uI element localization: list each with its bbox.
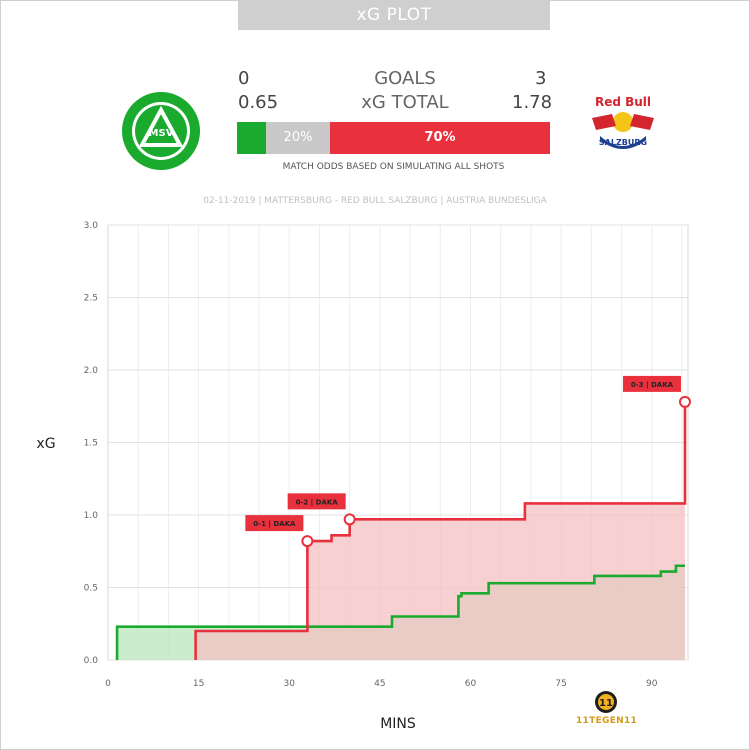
y-axis-title: xG <box>36 436 55 452</box>
x-tick-label: 15 <box>193 679 204 689</box>
goals-label: GOALS <box>374 68 436 89</box>
y-tick-label: 1.0 <box>84 511 99 521</box>
brand-wordmark: 11TEGEN11 <box>576 716 638 726</box>
mattersburg-logo: MSV <box>122 92 200 170</box>
odds-note: MATCH ODDS BASED ON SIMULATING ALL SHOTS <box>282 162 505 172</box>
y-tick-label: 0.0 <box>84 656 99 666</box>
match-subtitle: 02-11-2019 | MATTERSBURG - RED BULL SALZ… <box>203 196 547 206</box>
red-bull-salzburg-logo: Red Bull SALZBURG <box>592 95 654 149</box>
x-tick-label: 0 <box>105 679 111 689</box>
goal-marker-1 <box>343 513 356 526</box>
brand-badge-icon: 11 <box>595 691 617 713</box>
goal-label-2: 0-3 | DAKA <box>631 381 674 390</box>
series-line-0 <box>115 564 685 660</box>
away-logo-bottom-text: SALZBURG <box>599 138 647 147</box>
x-axis-title: MINS <box>380 716 416 732</box>
series-area-1 <box>195 401 685 660</box>
series-line-1 <box>194 401 687 660</box>
x-tick-label: 75 <box>555 679 566 689</box>
xg-total-label: xG TOTAL <box>361 92 449 113</box>
y-tick-label: 2.5 <box>84 294 98 304</box>
home-logo-initials: MSV <box>149 128 174 139</box>
page-title: xG PLOT <box>238 0 550 30</box>
goal-label-box-1 <box>287 493 346 510</box>
brand-badge-text: 11 <box>599 698 613 709</box>
home-xg-total: 0.65 <box>238 92 279 113</box>
y-tick-label: 0.5 <box>84 584 98 594</box>
chart-lines <box>115 401 687 660</box>
x-tick-label: 90 <box>646 679 658 689</box>
y-tick-label: 3.0 <box>84 221 99 231</box>
xg-chart: 0.0 0.5 1.0 1.5 2.0 2.5 3.0 0 15 30 45 60 75 90 0-1 |… <box>36 221 691 732</box>
y-tick-label: 1.5 <box>84 439 98 449</box>
goal-label-0: 0-1 | DAKA <box>253 520 296 529</box>
x-tick-label: 30 <box>284 679 296 689</box>
home-goals: 0 <box>238 68 250 89</box>
x-tick-label: 60 <box>465 679 477 689</box>
away-xg-total: 1.78 <box>512 92 553 113</box>
goal-marker-0 <box>301 535 314 548</box>
odds-bar-draw: 20% <box>266 122 330 154</box>
odds-bar-away: 70% <box>330 122 550 154</box>
away-goals: 3 <box>535 68 547 89</box>
chart-fills <box>117 401 685 660</box>
goal-label-box-0 <box>245 515 304 532</box>
chart-goals: 0-1 | DAKA 0-2 | DAKA 0-3 | DAKA <box>245 375 691 548</box>
odds-bar-home <box>237 122 266 154</box>
chart-ticks: 0.0 0.5 1.0 1.5 2.0 2.5 3.0 0 15 30 45 60 75 90 <box>84 221 658 689</box>
y-tick-label: 2.0 <box>84 366 99 376</box>
x-tick-label: 45 <box>374 679 385 689</box>
goal-label-1: 0-2 | DAKA <box>296 498 339 507</box>
goal-marker-2 <box>678 395 691 408</box>
goal-label-box-2 <box>622 375 681 392</box>
away-logo-top-text: Red Bull <box>595 95 651 109</box>
